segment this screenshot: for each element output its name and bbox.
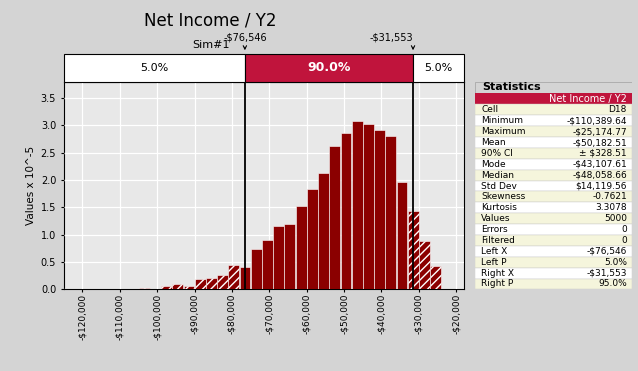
Text: Errors: Errors: [481, 225, 508, 234]
Text: -$48,058.66: -$48,058.66: [572, 171, 627, 180]
Bar: [475, 159, 632, 170]
Bar: [475, 105, 632, 115]
Bar: [251, 249, 262, 289]
Text: Median: Median: [481, 171, 514, 180]
Bar: [285, 224, 295, 289]
Text: 0: 0: [621, 236, 627, 245]
Bar: [352, 121, 362, 289]
Text: Sim#1: Sim#1: [192, 40, 229, 50]
Text: 5000: 5000: [604, 214, 627, 223]
Bar: [475, 267, 632, 279]
Bar: [295, 207, 306, 289]
Text: Mode: Mode: [481, 160, 506, 169]
Bar: [138, 288, 149, 289]
Bar: [475, 148, 632, 159]
Bar: [161, 286, 172, 289]
Bar: [475, 137, 632, 148]
Text: Left X: Left X: [481, 247, 507, 256]
Bar: [430, 266, 441, 289]
Text: -$76,546: -$76,546: [223, 33, 267, 43]
Text: -$25,174.77: -$25,174.77: [572, 127, 627, 136]
Text: Values: Values: [481, 214, 510, 223]
Bar: [408, 211, 419, 289]
Bar: [475, 279, 632, 289]
Text: -0.7621: -0.7621: [592, 193, 627, 201]
Text: Kurtosis: Kurtosis: [481, 203, 517, 212]
Text: ± $328.51: ± $328.51: [579, 149, 627, 158]
Text: 5.0%: 5.0%: [424, 63, 452, 73]
Text: Mean: Mean: [481, 138, 506, 147]
Bar: [374, 130, 385, 289]
Bar: [240, 267, 251, 289]
Bar: [475, 235, 632, 246]
Bar: [475, 82, 632, 93]
Bar: [195, 279, 205, 289]
Text: Minimum: Minimum: [481, 116, 523, 125]
Bar: [273, 226, 284, 289]
Text: 5.0%: 5.0%: [604, 258, 627, 267]
Bar: [184, 286, 195, 289]
Text: Right P: Right P: [481, 279, 514, 288]
Bar: [206, 278, 217, 289]
Text: Right X: Right X: [481, 269, 514, 278]
Bar: [475, 257, 632, 267]
Bar: [475, 224, 632, 235]
Text: 5.0%: 5.0%: [140, 63, 168, 73]
Bar: [475, 115, 632, 126]
Bar: [475, 246, 632, 257]
Bar: [228, 265, 239, 289]
Text: -$31,553: -$31,553: [369, 33, 413, 43]
Text: Cell: Cell: [481, 105, 498, 114]
Text: -$76,546: -$76,546: [586, 247, 627, 256]
Bar: [475, 93, 632, 105]
Bar: [385, 136, 396, 289]
Text: D18: D18: [609, 105, 627, 114]
Text: Skewness: Skewness: [481, 193, 525, 201]
Bar: [172, 284, 183, 289]
Bar: [363, 124, 374, 289]
Text: Net Income / Y2: Net Income / Y2: [549, 94, 627, 104]
Bar: [341, 133, 352, 289]
Bar: [262, 240, 273, 289]
Bar: [475, 126, 632, 137]
Bar: [475, 191, 632, 202]
Text: $14,119.56: $14,119.56: [575, 181, 627, 191]
Bar: [475, 181, 632, 191]
Bar: [419, 240, 430, 289]
Bar: [397, 181, 408, 289]
Bar: [475, 213, 632, 224]
Text: 3.3078: 3.3078: [595, 203, 627, 212]
Bar: [318, 173, 329, 289]
Bar: [217, 275, 228, 289]
Text: 0: 0: [621, 225, 627, 234]
Text: 90.0%: 90.0%: [308, 61, 351, 74]
Text: -$110,389.64: -$110,389.64: [567, 116, 627, 125]
Text: -$43,107.61: -$43,107.61: [572, 160, 627, 169]
Text: Std Dev: Std Dev: [481, 181, 517, 191]
Text: 90% CI: 90% CI: [481, 149, 513, 158]
Text: Statistics: Statistics: [483, 82, 541, 92]
Bar: [307, 189, 318, 289]
Bar: [329, 146, 340, 289]
Text: -$31,553: -$31,553: [586, 269, 627, 278]
Text: Filtered: Filtered: [481, 236, 515, 245]
Text: Left P: Left P: [481, 258, 507, 267]
Bar: [475, 202, 632, 213]
Text: 95.0%: 95.0%: [598, 279, 627, 288]
Text: Net Income / Y2: Net Income / Y2: [144, 12, 277, 30]
Y-axis label: Values x 10^-5: Values x 10^-5: [27, 146, 36, 225]
Bar: [475, 170, 632, 181]
Text: -$50,182.51: -$50,182.51: [572, 138, 627, 147]
Text: Maximum: Maximum: [481, 127, 526, 136]
